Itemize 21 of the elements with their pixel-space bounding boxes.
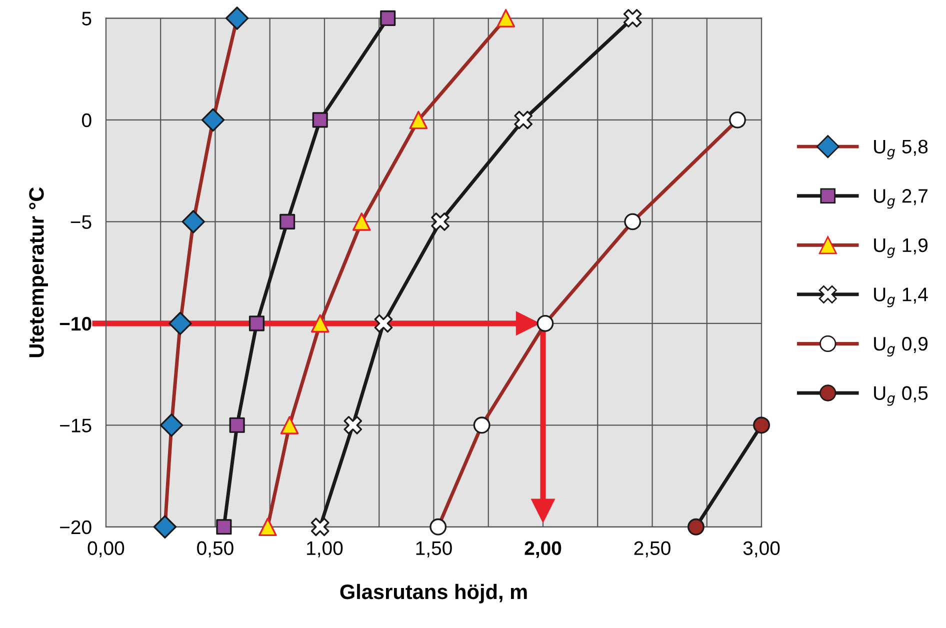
- legend-label: U$_{g}$ 1,9: [874, 238, 928, 258]
- x-tick-label: 2,50: [634, 541, 670, 558]
- y-tick-label: −20: [60, 520, 92, 534]
- y-tick-label: −10: [60, 316, 92, 331]
- x-tick-label: 1,50: [416, 541, 452, 558]
- y-tick-label: −5: [70, 215, 92, 229]
- y-tick-label: −15: [60, 418, 92, 432]
- x-tick-label: 0,50: [197, 541, 234, 558]
- x-axis-title: Glasrutans höjd, m: [340, 584, 527, 604]
- y-tick-label: 5: [82, 12, 92, 26]
- x-tick-label: 3,00: [743, 541, 780, 558]
- legend-label: U$_{g}$ 0,9: [874, 336, 928, 356]
- x-tick-label: 0,00: [88, 541, 124, 558]
- y-axis-title: Utetemperatur °C: [29, 187, 48, 358]
- y-tick-label: 0: [82, 113, 92, 128]
- legend-label: U$_{g}$ 2,7: [874, 189, 928, 209]
- legend-label: U$_{g}$ 0,5: [874, 386, 928, 406]
- legend-label: U$_{g}$ 1,4: [874, 288, 928, 308]
- x-tick-label: 2,00: [524, 541, 562, 558]
- x-tick-label: 1,00: [307, 541, 343, 558]
- legend-label: U$_{g}$ 5,8: [874, 140, 928, 160]
